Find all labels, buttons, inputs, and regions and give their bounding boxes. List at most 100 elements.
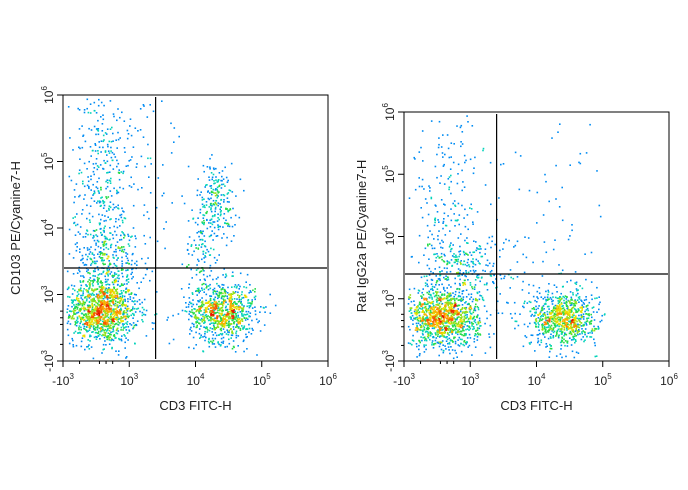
event-point bbox=[563, 324, 566, 327]
event-point bbox=[82, 262, 84, 264]
event-point bbox=[119, 322, 121, 324]
event-point bbox=[558, 313, 560, 315]
event-point bbox=[447, 215, 449, 217]
event-point bbox=[424, 198, 427, 200]
event-point bbox=[552, 307, 555, 309]
event-point bbox=[112, 274, 114, 277]
event-point bbox=[426, 291, 428, 294]
event-point bbox=[89, 340, 91, 342]
event-point bbox=[98, 316, 100, 318]
event-point bbox=[109, 300, 111, 303]
event-point bbox=[181, 263, 184, 266]
event-point bbox=[106, 315, 108, 317]
event-point bbox=[588, 301, 591, 304]
event-point bbox=[109, 182, 112, 184]
event-point bbox=[98, 98, 100, 101]
event-point bbox=[234, 316, 236, 319]
event-point bbox=[427, 236, 429, 239]
event-point bbox=[217, 305, 220, 308]
event-point bbox=[116, 241, 119, 243]
event-point bbox=[224, 185, 226, 187]
event-point bbox=[128, 239, 131, 242]
event-point bbox=[240, 302, 242, 304]
event-point bbox=[197, 178, 199, 180]
event-point bbox=[100, 326, 103, 328]
event-point bbox=[206, 227, 209, 230]
event-point bbox=[426, 300, 429, 303]
event-point bbox=[108, 336, 110, 339]
event-point bbox=[215, 192, 217, 194]
event-point bbox=[593, 325, 595, 328]
event-point bbox=[207, 285, 210, 287]
event-point bbox=[215, 200, 218, 202]
event-point bbox=[83, 318, 86, 321]
event-point bbox=[75, 183, 78, 185]
event-point bbox=[109, 273, 111, 275]
event-point bbox=[456, 323, 459, 326]
event-point bbox=[422, 319, 424, 322]
event-point bbox=[214, 307, 216, 309]
event-point bbox=[470, 313, 473, 315]
event-point bbox=[463, 320, 465, 323]
event-point bbox=[439, 313, 441, 315]
event-point bbox=[104, 151, 107, 153]
event-point bbox=[217, 226, 219, 228]
event-point bbox=[84, 320, 87, 322]
event-point bbox=[583, 316, 585, 318]
event-point bbox=[112, 203, 115, 206]
event-point bbox=[134, 303, 136, 305]
event-point bbox=[529, 301, 532, 304]
event-point bbox=[119, 249, 121, 252]
event-point bbox=[197, 287, 200, 290]
event-point bbox=[578, 326, 581, 329]
event-point bbox=[100, 140, 103, 142]
event-point bbox=[452, 292, 454, 294]
event-point bbox=[188, 346, 190, 349]
event-point bbox=[238, 308, 240, 310]
event-point bbox=[420, 326, 422, 328]
event-point bbox=[103, 323, 105, 326]
event-point bbox=[74, 323, 76, 326]
event-point bbox=[432, 317, 435, 320]
event-point bbox=[127, 339, 129, 341]
event-point bbox=[542, 313, 544, 316]
event-point bbox=[227, 311, 229, 313]
event-point bbox=[193, 316, 196, 318]
event-point bbox=[217, 326, 220, 328]
event-point bbox=[153, 322, 155, 325]
event-point bbox=[113, 303, 115, 306]
event-point bbox=[578, 301, 580, 303]
event-point bbox=[554, 307, 557, 309]
event-point bbox=[89, 334, 91, 337]
event-point bbox=[213, 290, 216, 292]
event-point bbox=[437, 309, 440, 312]
event-point bbox=[521, 289, 524, 291]
event-point bbox=[211, 304, 214, 306]
event-point bbox=[476, 316, 478, 319]
event-point bbox=[198, 312, 201, 314]
event-point bbox=[578, 296, 581, 298]
event-point bbox=[96, 308, 99, 310]
event-point bbox=[78, 300, 80, 302]
event-point bbox=[534, 299, 536, 302]
event-point bbox=[187, 306, 190, 308]
event-point bbox=[550, 298, 553, 301]
event-point bbox=[446, 332, 449, 334]
event-point bbox=[461, 338, 463, 341]
event-point bbox=[73, 299, 76, 301]
event-point bbox=[431, 325, 434, 327]
event-point bbox=[453, 314, 455, 317]
event-point bbox=[467, 293, 470, 296]
event-point bbox=[441, 319, 443, 322]
event-point bbox=[449, 308, 452, 310]
event-point bbox=[449, 323, 452, 325]
event-point bbox=[428, 312, 430, 314]
event-point bbox=[572, 321, 574, 323]
event-point bbox=[141, 301, 143, 304]
event-point bbox=[124, 304, 126, 307]
event-point bbox=[119, 116, 121, 119]
event-point bbox=[119, 309, 121, 311]
event-point bbox=[75, 344, 78, 347]
event-point bbox=[232, 310, 235, 312]
event-point bbox=[437, 235, 439, 237]
